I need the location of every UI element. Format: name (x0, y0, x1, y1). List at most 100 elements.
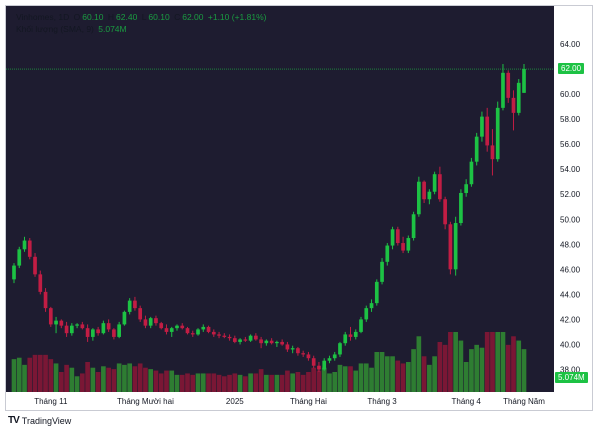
volume-bar (411, 349, 416, 392)
time-axis-panel (6, 392, 592, 410)
candle-body (495, 107, 500, 160)
candle-body (180, 325, 185, 329)
volume-bar (258, 369, 264, 392)
volume-bar (427, 364, 432, 392)
candle-body (133, 300, 137, 309)
candle-body (117, 324, 121, 337)
volume-bar (279, 374, 285, 392)
volume-value: 5.074M (98, 24, 127, 34)
candle-body (338, 343, 342, 355)
volume-bar (495, 332, 501, 392)
volume-bar (158, 373, 164, 392)
candle-body (522, 69, 526, 93)
y-tick-label: 58.00 (560, 115, 581, 124)
candlestick-chart[interactable]: 38.00 40.00 42.00 44.00 46.00 48.00 50.00 52.00… (6, 6, 592, 410)
high-value: 62.40 (116, 12, 138, 22)
candle-body (296, 348, 300, 354)
volume-bar (116, 363, 122, 392)
candle-body (385, 245, 390, 262)
candle-body (422, 181, 426, 200)
volume-bar (106, 367, 111, 392)
candle-body (311, 358, 316, 366)
volume-bar (216, 374, 222, 392)
volume-bar (127, 363, 132, 392)
volume-bar (211, 373, 217, 392)
candle-body (306, 354, 311, 359)
volume-bar (321, 367, 327, 392)
volume-bar (500, 332, 506, 392)
candle-body (143, 319, 148, 326)
y-tick-label: 40.00 (560, 340, 581, 349)
candle-body (275, 341, 279, 344)
volume-bar (69, 367, 75, 392)
candle-body (353, 331, 358, 337)
open-value: 60.10 (82, 12, 104, 22)
ohlc-legend: Vinhomes, 1D O 60.10 H 62.40 L 60.10 C 62.00… (16, 12, 268, 22)
volume-bar (169, 370, 175, 392)
volume-bar (195, 373, 201, 392)
volume-bar (153, 370, 159, 392)
candle-body (43, 291, 48, 309)
candle-body (22, 240, 27, 250)
volume-bar (374, 352, 380, 392)
candle-body (64, 325, 69, 334)
y-tick-label: 64.00 (560, 40, 581, 49)
volume-bar (200, 373, 206, 392)
volume-bar (484, 332, 490, 392)
volume-bar (53, 363, 59, 392)
y-tick-label: 44.00 (560, 290, 581, 299)
close-label: C (174, 12, 181, 22)
candle-body (380, 261, 384, 282)
volume-bar (358, 363, 364, 392)
volume-bar (463, 362, 469, 392)
volume-bar (274, 374, 280, 392)
candle-body (511, 97, 516, 113)
volume-bar (474, 344, 480, 392)
candle-body (217, 334, 221, 336)
candle-body (401, 243, 405, 251)
candle-body (211, 331, 216, 335)
x-tick-label: Tháng 11 (34, 397, 68, 406)
volume-bar (248, 373, 253, 392)
volume-bar (505, 344, 511, 392)
candle-body (453, 223, 458, 270)
candle-body (190, 333, 195, 335)
volume-bar (164, 370, 169, 392)
candle-body (201, 326, 206, 330)
volume-bar (232, 373, 238, 392)
close-value: 62.00 (182, 12, 204, 22)
volume-bar (74, 376, 80, 392)
volume-bar (101, 366, 106, 392)
y-tick-label: 56.00 (560, 140, 581, 149)
y-tick-label: 42.00 (560, 315, 581, 324)
y-tick-label: 54.00 (560, 165, 581, 174)
candle-body (164, 328, 169, 332)
candle-body (206, 326, 211, 332)
candle-body (127, 300, 132, 312)
tradingview-brand[interactable]: TV TradingView (8, 415, 71, 426)
candle-body (138, 308, 143, 320)
candle-body (474, 136, 479, 162)
volume-bar (43, 354, 48, 392)
volume-bar (469, 349, 474, 392)
candle-body (264, 340, 269, 344)
candle-body (427, 191, 432, 200)
candle-body (369, 303, 374, 309)
candle-body (33, 256, 37, 275)
volume-bar (295, 372, 301, 392)
volume-bar (132, 366, 138, 392)
volume-bar (306, 372, 311, 392)
candle-body (169, 328, 174, 332)
volume-bar (143, 367, 148, 392)
candle-body (227, 336, 232, 339)
x-tick-label: Tháng 4 (451, 397, 481, 406)
candle-body (106, 323, 111, 330)
volume-bar (511, 336, 516, 392)
volume-bar (379, 352, 385, 392)
candle-body (259, 339, 263, 344)
volume-bar (390, 356, 395, 392)
volume-bar (448, 332, 453, 392)
volume-bar (221, 376, 227, 392)
candle-body (269, 340, 274, 344)
volume-bar (179, 374, 185, 392)
